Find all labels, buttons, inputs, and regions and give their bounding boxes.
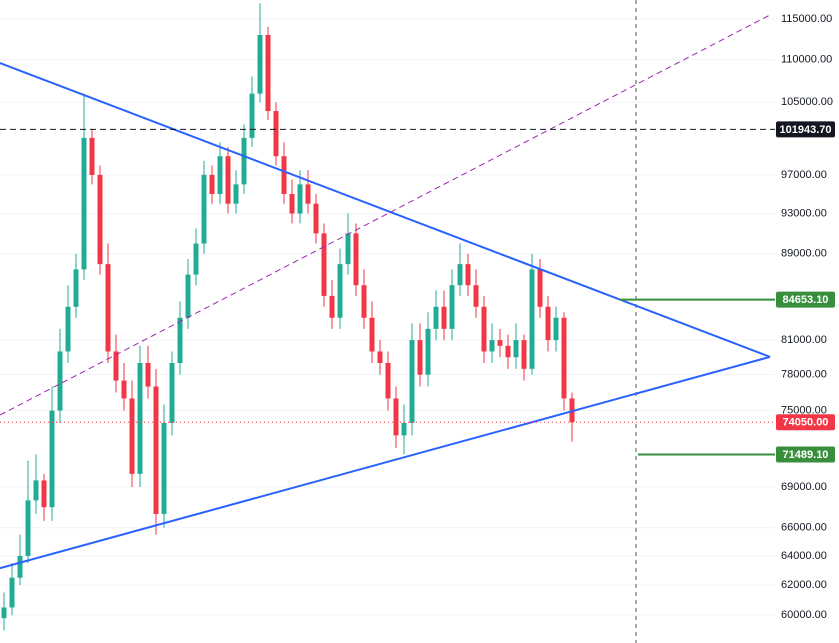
candle-body	[289, 193, 295, 214]
y-tick-label: 66000.00	[781, 522, 827, 534]
candle-body	[89, 137, 95, 175]
candle-body	[25, 500, 31, 556]
trend-line	[0, 62, 771, 358]
candle-body	[513, 340, 519, 358]
candle-body	[249, 93, 255, 138]
candle-body	[345, 233, 351, 265]
candle-body	[441, 306, 447, 329]
candle-body	[313, 203, 319, 234]
y-tick-label: 105000.00	[781, 96, 833, 108]
y-tick-label: 93000.00	[781, 207, 827, 219]
candle-body	[329, 295, 335, 318]
trend-line	[0, 355, 771, 570]
candle-body	[465, 264, 471, 286]
candle-body	[145, 362, 151, 387]
y-tick-label: 75000.00	[781, 405, 827, 417]
candle-body	[545, 306, 551, 341]
candle-body	[169, 362, 175, 423]
candle-body	[377, 351, 383, 363]
candle-body	[161, 422, 167, 514]
candle-body	[521, 340, 527, 369]
candle-body	[553, 317, 559, 341]
price-axis	[775, 0, 839, 643]
price-label: 71489.10	[783, 449, 829, 461]
candle-body	[401, 422, 407, 436]
candle-body	[81, 137, 87, 270]
candle-body	[529, 269, 535, 369]
candle-body	[481, 306, 487, 352]
candle-body	[97, 174, 103, 265]
y-tick-label: 115000.00	[781, 13, 832, 25]
price-label-bg	[776, 291, 835, 308]
candle-body	[233, 184, 239, 204]
candle-body	[417, 340, 423, 375]
candle-body	[425, 328, 431, 375]
candle-body	[113, 351, 119, 381]
candle-body	[273, 111, 279, 157]
candle-body	[57, 351, 63, 411]
candle-body	[41, 480, 47, 508]
candle-body	[409, 340, 415, 423]
candle-body	[561, 317, 567, 399]
candle-body	[393, 398, 399, 436]
candle-body	[361, 285, 367, 318]
y-tick-label: 64000.00	[781, 550, 827, 562]
candle-body	[217, 156, 223, 194]
candle-body	[201, 174, 207, 244]
y-tick-label: 62000.00	[781, 579, 827, 591]
y-tick-label: 81000.00	[781, 334, 827, 346]
candle-body	[497, 340, 503, 346]
candle-body	[33, 480, 39, 501]
candle-body	[9, 577, 15, 608]
candle-body	[193, 243, 199, 275]
candle-body	[49, 410, 55, 508]
candle-body	[265, 35, 271, 112]
price-label-bg	[776, 446, 835, 463]
y-tick-label: 78000.00	[781, 369, 827, 381]
y-tick-label: 110000.00	[781, 54, 832, 66]
price-label: 101943.70	[780, 124, 832, 136]
candle-body	[225, 156, 231, 204]
y-tick-label: 97000.00	[781, 169, 827, 181]
candle-body	[241, 137, 247, 185]
candle-body	[73, 269, 79, 307]
candle-body	[105, 264, 111, 352]
y-tick-label: 69000.00	[781, 481, 827, 493]
candle-body	[537, 269, 543, 307]
y-tick-label: 60000.00	[781, 609, 827, 621]
candle-body	[209, 174, 215, 194]
candle-body	[137, 362, 143, 474]
candle-body	[281, 156, 287, 194]
candle-body	[177, 317, 183, 363]
candle-body	[321, 233, 327, 296]
candle-body	[17, 555, 23, 578]
candle-body	[121, 380, 127, 399]
candle-body	[385, 362, 391, 399]
candle-body	[305, 184, 311, 204]
candle-body	[337, 264, 343, 318]
candle-body	[65, 306, 71, 352]
candle-body	[353, 233, 359, 286]
candle-body	[1, 607, 7, 619]
candle-body	[433, 306, 439, 329]
candle-body	[369, 317, 375, 352]
candle-body	[297, 184, 303, 214]
candle-body	[449, 285, 455, 329]
price-label: 74050.00	[783, 417, 829, 429]
candle-body	[505, 345, 511, 358]
candle-body	[257, 35, 263, 94]
price-label: 84653.10	[783, 294, 829, 306]
price-label-bg	[776, 121, 835, 138]
trend-line	[0, 14, 771, 416]
price-label-bg	[776, 414, 835, 431]
candle-body	[489, 340, 495, 352]
candle-body	[129, 398, 135, 474]
candle-body	[457, 264, 463, 286]
candle-body	[185, 274, 191, 318]
candle-body	[153, 386, 159, 514]
candle-body	[473, 285, 479, 307]
y-tick-label: 89000.00	[781, 248, 827, 260]
